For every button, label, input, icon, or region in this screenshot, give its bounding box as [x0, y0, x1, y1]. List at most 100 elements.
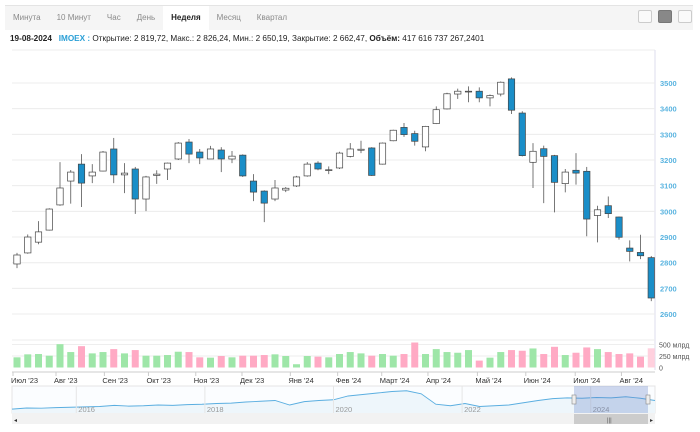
volume-bar	[626, 353, 634, 368]
candle-up	[45, 208, 53, 231]
scrollbar-track[interactable]	[12, 414, 655, 424]
candle-down	[604, 205, 612, 215]
tab-hour[interactable]: Час	[106, 13, 121, 22]
volume-bar	[422, 354, 429, 368]
candle-down	[260, 190, 268, 204]
volume-bar	[561, 355, 569, 368]
candle-up	[292, 176, 301, 187]
candle-down	[647, 257, 655, 299]
tab-day[interactable]: День	[136, 13, 156, 22]
x-tick-label: Дек '23	[240, 376, 264, 385]
volume-bar	[303, 356, 311, 368]
candle-up	[24, 236, 32, 254]
volume-bar	[368, 355, 376, 368]
volume-bar	[131, 350, 139, 368]
candle-up	[389, 129, 397, 142]
volume-label: Объём:	[369, 34, 401, 43]
candle-up	[88, 171, 96, 177]
volume-bar	[207, 357, 214, 368]
candle-up	[325, 169, 333, 171]
candle-up	[153, 173, 161, 176]
volume-bar	[228, 357, 236, 368]
candle-up	[174, 142, 182, 160]
x-tick-label: Авг '23	[54, 376, 78, 385]
candle-up	[282, 187, 290, 191]
tab-10-minutes[interactable]: 10 Минут	[56, 13, 91, 22]
candlestick-chart-icon[interactable]	[658, 10, 672, 23]
volume-bar	[518, 350, 526, 368]
navigator-right-handle[interactable]	[645, 394, 651, 405]
volume-bar	[411, 342, 419, 368]
volume-bar	[325, 357, 333, 368]
candle-up	[228, 155, 236, 160]
candle-up	[357, 148, 365, 151]
x-tick-label: Янв '24	[288, 376, 313, 385]
volume-bar	[432, 349, 440, 368]
date-label: 19-08-2024	[10, 34, 52, 43]
volume-bar	[465, 350, 472, 368]
x-tick-label: Июл '24	[573, 376, 600, 385]
volume-bar	[164, 355, 171, 368]
volume-bar	[56, 344, 64, 368]
scrollbar-thumb[interactable]	[574, 414, 648, 424]
volume-bar	[346, 352, 354, 368]
candle-down	[217, 149, 225, 160]
candle-up	[443, 93, 451, 110]
candle-up	[303, 163, 311, 177]
candle-up	[206, 148, 215, 160]
volume-bar	[293, 364, 300, 368]
tab-month[interactable]: Месяц	[216, 13, 241, 22]
volume-bar	[583, 347, 591, 368]
scroll-left-arrow-icon[interactable]: ◂	[14, 418, 17, 424]
candle-up	[486, 95, 494, 99]
navigator-year-label: 2020	[336, 405, 353, 414]
x-tick-label: Март '24	[380, 376, 410, 385]
candle-up	[529, 150, 537, 163]
navigator-selection[interactable]	[574, 386, 648, 413]
x-tick-label: Окт '23	[146, 376, 171, 385]
volume-tick-label: 0	[659, 366, 663, 373]
tab-quarter[interactable]: Квартал	[256, 13, 288, 22]
volume-value: 417 616 737 267,2401	[400, 34, 485, 43]
candle-up	[346, 148, 354, 157]
candle-down	[518, 112, 526, 156]
volume-bar	[508, 350, 515, 368]
volume-bar	[35, 354, 42, 368]
tab-minute[interactable]: Минута	[13, 13, 41, 22]
candle-down	[110, 148, 118, 176]
volume-bar	[540, 354, 548, 368]
volume-bar	[196, 357, 204, 368]
scrollbar-grip-icon: |||	[607, 418, 612, 424]
x-tick-label: Июл '23	[11, 376, 38, 385]
volume-bar	[572, 352, 580, 368]
candle-up	[454, 90, 462, 95]
volume-bar	[67, 352, 75, 368]
volume-bar	[475, 360, 483, 368]
candle-down	[239, 154, 247, 177]
ohlc-chart-icon[interactable]	[678, 10, 692, 23]
volume-bar	[454, 352, 462, 368]
volume-bar	[357, 353, 365, 368]
candle-down	[540, 148, 548, 157]
candle-up	[464, 90, 473, 93]
line-chart-icon[interactable]	[638, 10, 652, 23]
volume-bar	[271, 354, 279, 368]
navigator-left-handle[interactable]	[571, 394, 577, 405]
volume-bar	[142, 355, 150, 368]
candle-up	[99, 151, 107, 172]
candle-up	[497, 81, 505, 95]
volume-bar	[637, 356, 644, 368]
scroll-right-arrow-icon[interactable]: ▸	[650, 418, 653, 424]
y-tick-label: 3200	[660, 156, 677, 165]
candle-down	[185, 141, 193, 155]
navigator-year-label: 2022	[464, 405, 481, 414]
candle-up	[67, 171, 75, 182]
candle-up	[335, 152, 344, 169]
tab-week[interactable]: Неделя	[163, 6, 209, 30]
x-tick-label: Авг '24	[619, 376, 643, 385]
candle-up	[593, 209, 602, 216]
volume-bar	[121, 353, 128, 368]
candle-down	[411, 133, 419, 142]
candle-up	[13, 254, 21, 265]
